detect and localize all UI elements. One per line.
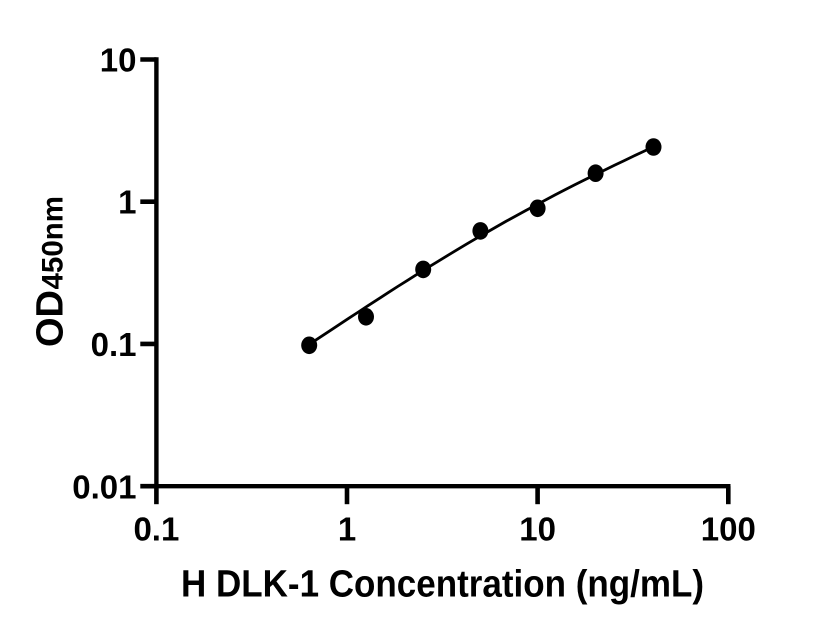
svg-text:1: 1 <box>118 184 136 221</box>
svg-text:H DLK-1 Concentration (ng/mL): H DLK-1 Concentration (ng/mL) <box>181 563 704 605</box>
svg-text:0.1: 0.1 <box>133 511 179 548</box>
svg-text:10: 10 <box>519 511 556 548</box>
svg-text:0.01: 0.01 <box>72 468 136 505</box>
svg-text:0.1: 0.1 <box>91 326 137 363</box>
svg-text:100: 100 <box>701 511 756 548</box>
svg-text:OD: OD <box>30 290 72 347</box>
svg-text:10: 10 <box>100 42 137 79</box>
svg-text:1: 1 <box>338 511 356 548</box>
svg-text:450nm: 450nm <box>37 196 70 289</box>
